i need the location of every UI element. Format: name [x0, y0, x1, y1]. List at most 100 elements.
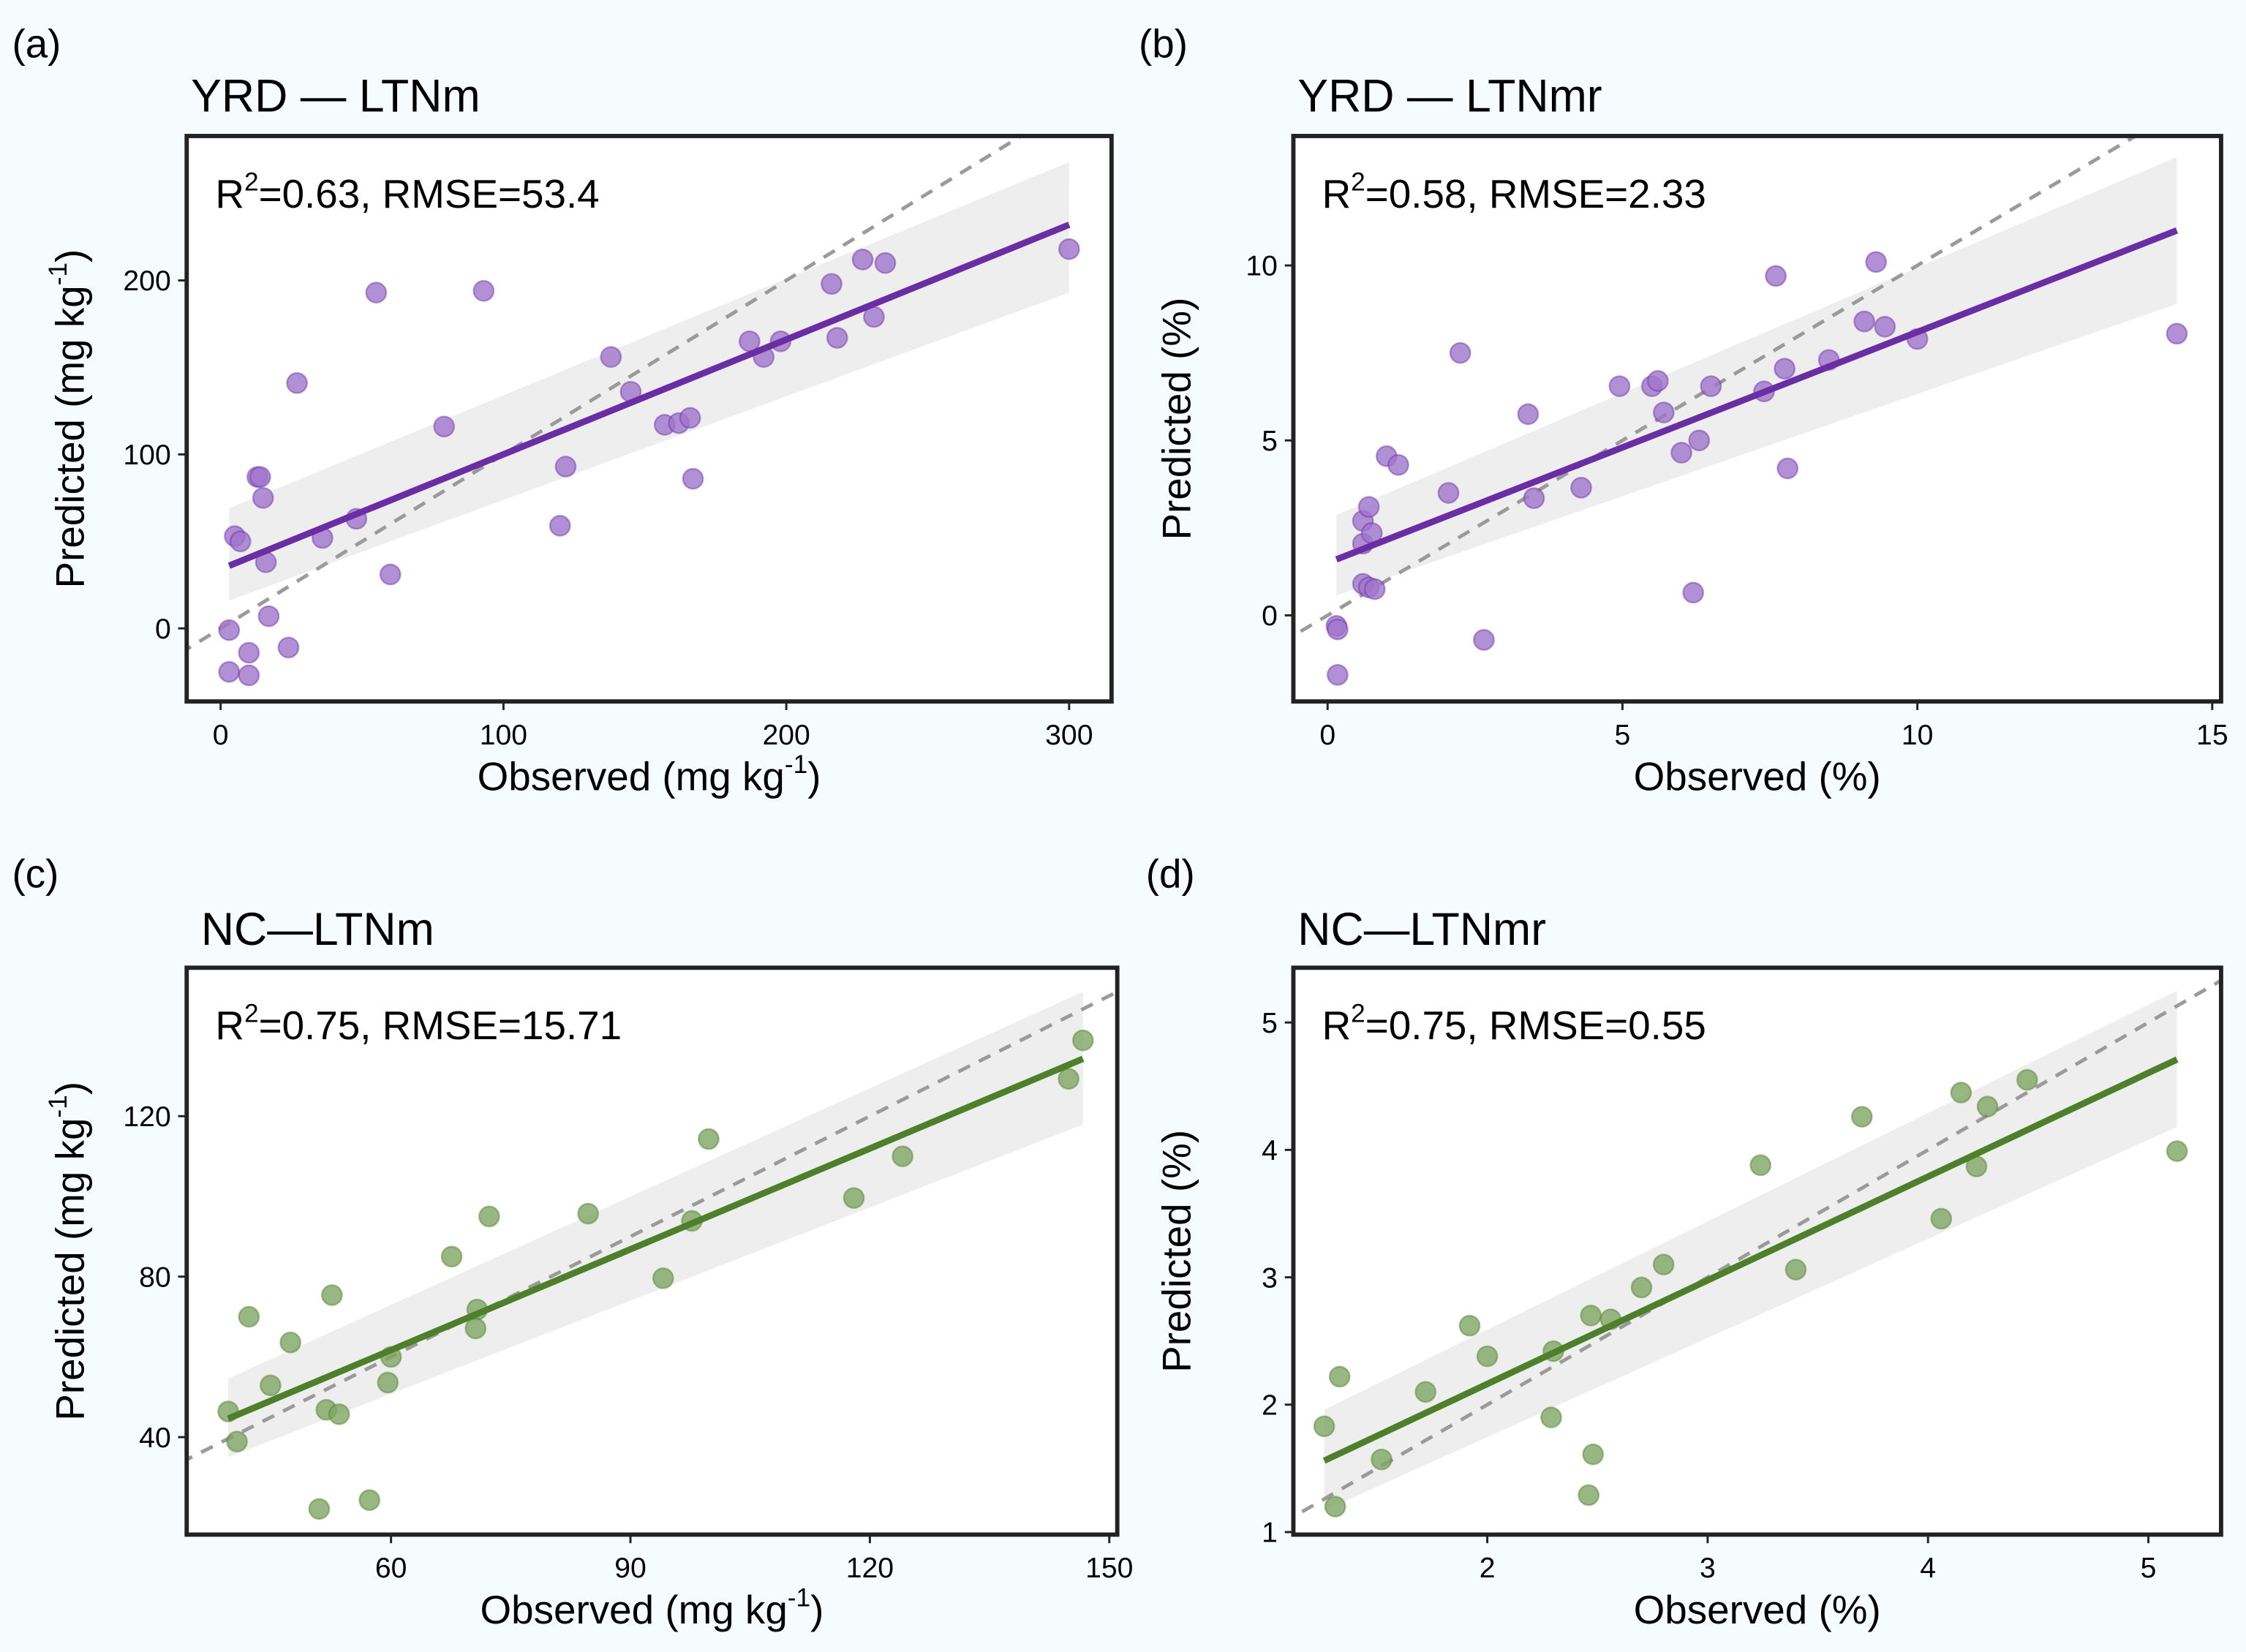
- data-point: [851, 249, 874, 271]
- y-axis-title: Predicted (mg kg-1): [44, 249, 92, 589]
- data-point: [308, 1498, 331, 1520]
- data-point: [286, 371, 308, 394]
- y-axis-title-main: Predicted (mg kg: [47, 1118, 92, 1421]
- data-point: [874, 252, 897, 274]
- data-point: [1071, 1029, 1094, 1052]
- x-tick-label: 120: [846, 1553, 894, 1584]
- y-axis-title: Predicted (mg kg-1): [44, 1082, 92, 1421]
- y-tick-label: 200: [123, 265, 170, 297]
- data-point: [1865, 251, 1888, 274]
- y-axis-title-sup: -1: [44, 263, 72, 285]
- fit-statistics-values: =0.63, RMSE=53.4: [259, 171, 600, 216]
- data-point: [379, 563, 402, 586]
- data-point: [826, 327, 848, 349]
- x-axis-title-main: Observed (mg kg: [481, 1587, 788, 1632]
- y-tick-label: 3: [1262, 1262, 1278, 1294]
- data-point: [843, 1187, 865, 1210]
- data-point: [600, 346, 622, 368]
- data-point: [1930, 1207, 1953, 1230]
- y-axis-title-main: Predicted (mg kg: [47, 285, 92, 588]
- data-point: [252, 486, 274, 509]
- data-point: [892, 1145, 914, 1168]
- identity-line: [1293, 978, 2221, 1519]
- data-point: [218, 660, 241, 683]
- x-axis-title-sup: -1: [785, 750, 807, 779]
- data-point: [365, 282, 388, 303]
- data-point: [1580, 1304, 1602, 1327]
- data-point: [328, 1403, 350, 1425]
- data-point: [1776, 457, 1799, 480]
- data-point: [1570, 476, 1592, 499]
- x-axis-title: Observed (%): [1634, 754, 1881, 799]
- data-point: [1630, 1276, 1653, 1299]
- x-tick-label: 60: [375, 1553, 407, 1584]
- y-tick-label: 1: [1262, 1517, 1278, 1549]
- data-point: [1058, 1068, 1079, 1090]
- data-point: [321, 1284, 343, 1306]
- data-point: [1387, 453, 1409, 476]
- y-tick-label: 10: [1246, 251, 1278, 282]
- data-point: [358, 1489, 381, 1512]
- data-point: [238, 1305, 260, 1328]
- fit-statistics: R2=0.63, RMSE=53.4: [215, 167, 599, 216]
- fit-statistics-sup: 2: [1351, 1000, 1365, 1028]
- data-point: [577, 1202, 600, 1225]
- data-point: [229, 530, 252, 553]
- data-point: [464, 1317, 487, 1340]
- data-point: [277, 636, 300, 659]
- data-point: [682, 467, 704, 490]
- data-point: [440, 1245, 463, 1268]
- data-point: [259, 1374, 282, 1397]
- x-tick-label: 15: [2196, 720, 2228, 751]
- data-point: [1652, 401, 1675, 423]
- data-point: [2016, 1068, 2038, 1091]
- regression-line: [1335, 227, 2179, 563]
- fit-statistics-r: R: [1322, 171, 1352, 216]
- data-point: [1476, 1345, 1499, 1368]
- x-tick-label: 10: [1902, 720, 1934, 751]
- x-tick-label: 3: [1700, 1553, 1716, 1584]
- x-tick-label: 150: [1085, 1553, 1133, 1584]
- data-point: [226, 1430, 248, 1453]
- data-point: [1357, 496, 1380, 518]
- plot-frame: [1291, 134, 2223, 704]
- data-point: [2166, 1140, 2188, 1163]
- data-point: [238, 641, 260, 664]
- regression-line: [227, 222, 1071, 569]
- data-point: [1058, 238, 1080, 260]
- fit-statistics-values: =0.58, RMSE=2.33: [1365, 171, 1706, 216]
- data-point: [1682, 581, 1705, 604]
- y-axis-title-end: ): [47, 1082, 92, 1095]
- data-point: [1950, 1082, 1972, 1104]
- data-point: [218, 619, 241, 641]
- data-point: [238, 664, 260, 687]
- identity-line: [186, 989, 1118, 1462]
- y-tick-label: 0: [1262, 600, 1278, 632]
- data-point: [1414, 1381, 1437, 1403]
- panel-title: NC—LTNmr: [1297, 904, 1546, 955]
- data-point: [279, 1331, 302, 1354]
- x-tick-label: 5: [2141, 1553, 2157, 1584]
- data-point: [1652, 1253, 1675, 1276]
- x-axis-title: Observed (mg kg-1): [478, 750, 821, 799]
- data-point: [1700, 375, 1722, 397]
- y-axis-title-main: Predicted (%): [1154, 298, 1199, 540]
- data-point: [1328, 1365, 1351, 1388]
- x-axis-title-main: Observed (%): [1634, 1587, 1881, 1632]
- y-axis-title: Predicted (%): [1154, 1130, 1199, 1373]
- data-point: [1785, 1259, 1807, 1281]
- data-point: [1324, 1496, 1346, 1518]
- plot-frame: [184, 134, 1114, 704]
- fit-statistics: R2=0.75, RMSE=0.55: [1322, 1000, 1706, 1048]
- data-point: [1688, 429, 1711, 452]
- fit-statistics-sup: 2: [244, 167, 259, 196]
- data-point: [1327, 618, 1349, 641]
- plot-content: [1293, 978, 2221, 1519]
- confidence-ribbon: [229, 162, 1069, 601]
- plot-content: [186, 989, 1118, 1520]
- data-point: [1313, 1415, 1335, 1438]
- data-point: [698, 1128, 720, 1150]
- fit-statistics-values: =0.75, RMSE=15.71: [259, 1003, 622, 1048]
